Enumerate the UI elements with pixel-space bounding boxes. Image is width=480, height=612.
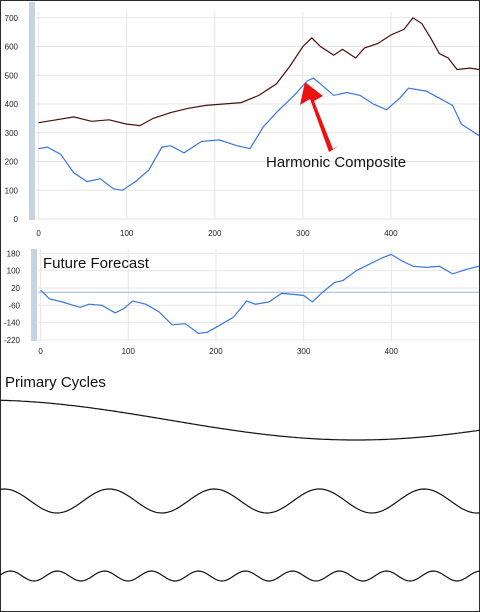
y-tick-label: 200 <box>5 158 19 167</box>
x-tick-label: 0 <box>36 229 41 238</box>
y-tick-label: 100 <box>7 267 21 276</box>
annotation-arrow <box>300 82 339 152</box>
x-tick-label: 0 <box>38 347 43 356</box>
y-tick-label: 0 <box>14 215 19 224</box>
annotation-label: Harmonic Composite <box>266 154 406 171</box>
main-price-chart: 0 100 200 300 400 500 600 700 0 100 200 300 400 Har… <box>5 2 480 238</box>
cycle-wave-2 <box>0 570 480 582</box>
future-forecast-chart: 180 100 20 -60 -140 -220 0 100 200 300 400 Future… <box>4 249 480 356</box>
y-axis-strip <box>31 249 37 341</box>
y-tick-label: 600 <box>5 43 19 52</box>
y-tick-label: 180 <box>7 249 21 258</box>
x-tick-label: 200 <box>208 229 222 238</box>
cycle-wave-1 <box>0 488 480 514</box>
cycle-wave-0 <box>0 399 480 441</box>
x-tick-label: 300 <box>297 347 311 356</box>
x-tick-label: 100 <box>122 347 136 356</box>
y-tick-label: -220 <box>4 336 21 345</box>
x-tick-label: 200 <box>209 347 223 356</box>
x-tick-label: 400 <box>384 229 398 238</box>
y-axis-strip <box>29 2 35 220</box>
forecast-title: Future Forecast <box>43 255 150 272</box>
x-tick-label: 400 <box>385 347 399 356</box>
series-line-1 <box>38 77 480 191</box>
y-tick-label: -60 <box>8 301 20 310</box>
series-line-0 <box>40 253 480 335</box>
y-tick-label: 100 <box>5 186 19 195</box>
x-tick-label: 300 <box>296 229 310 238</box>
cycles-title: Primary Cycles <box>5 374 106 391</box>
y-tick-label: 700 <box>5 14 19 23</box>
y-tick-label: 300 <box>5 129 19 138</box>
series-line-0 <box>38 16 480 127</box>
y-tick-label: 500 <box>5 71 19 80</box>
primary-cycles-chart: Primary Cycles <box>0 374 480 582</box>
y-tick-label: 20 <box>11 284 20 293</box>
y-tick-label: 400 <box>5 100 19 109</box>
x-tick-label: 100 <box>120 229 134 238</box>
y-tick-label: -140 <box>4 319 21 328</box>
